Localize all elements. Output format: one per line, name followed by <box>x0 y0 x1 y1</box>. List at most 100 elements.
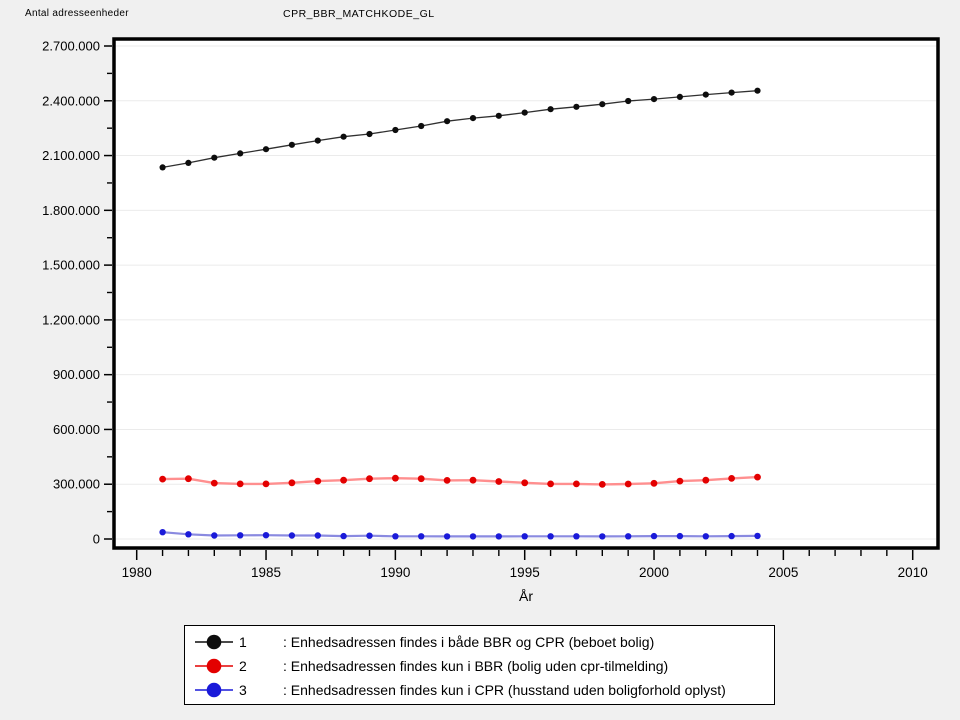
y-tick-label: 600.000 <box>53 422 100 437</box>
series-1-line <box>162 90 758 169</box>
y-tick-label: 2.700.000 <box>42 39 100 54</box>
series-1-point <box>754 87 761 94</box>
series-2-point <box>754 473 761 481</box>
series-3-point <box>366 532 373 539</box>
series-2-point <box>521 479 529 487</box>
series-3-point <box>521 533 528 540</box>
series-1-point <box>185 159 192 166</box>
legend-series-label: : Enhedsadressen findes kun i BBR (bolig… <box>283 658 669 674</box>
legend-row-series-3: 3 : Enhedsadressen findes kun i CPR (hus… <box>185 678 774 702</box>
series-2-point <box>392 474 399 482</box>
y-axis: 0 300.000 600.000 900.000 1.200.000 1.500.000… <box>42 39 112 547</box>
series-1-point <box>237 150 244 157</box>
series-3-point <box>443 533 451 540</box>
series-1-point <box>262 146 270 153</box>
series-3-point <box>573 533 580 540</box>
y-axis-corner-label: Antal adresseenheder <box>25 8 129 19</box>
series-2-marker-icon <box>195 658 233 674</box>
series-2-point <box>495 478 503 485</box>
series-3 <box>159 529 761 540</box>
series-3-point <box>728 532 735 540</box>
y-tick-label: 1.800.000 <box>42 203 100 218</box>
series-1-point <box>599 101 606 108</box>
series-2-point <box>185 475 192 483</box>
series-3-marker-icon <box>195 682 233 698</box>
legend-row-series-1: 1 : Enhedsadressen findes i både BBR og … <box>185 630 774 654</box>
x-tick-label: 2010 <box>898 565 928 580</box>
series-3-point <box>262 532 270 539</box>
series-2-point <box>210 479 218 487</box>
y-tick-label: 2.100.000 <box>42 148 100 163</box>
series-2-point <box>728 475 735 482</box>
x-tick-label: 2005 <box>768 565 798 580</box>
x-tick-label: 1990 <box>380 565 410 580</box>
series-3-point <box>340 532 347 540</box>
legend-box: 1 : Enhedsadressen findes i både BBR og … <box>184 625 775 705</box>
series-2-point <box>288 479 296 487</box>
series-3-point <box>288 532 296 539</box>
series-3-point <box>702 533 709 540</box>
series-2-point <box>236 480 244 488</box>
series-3-point <box>625 533 632 540</box>
series-3-point <box>650 532 658 540</box>
x-tick-label: 2000 <box>639 565 669 580</box>
series-3-line <box>162 531 758 538</box>
series-2-point <box>417 475 425 483</box>
series-1-point <box>444 118 451 125</box>
series-1-point <box>418 122 425 130</box>
series-3-point <box>469 533 477 540</box>
series-3-point <box>237 532 244 539</box>
y-tick-label: 0 <box>93 532 100 547</box>
series-2-line <box>162 475 758 486</box>
series-1-point <box>340 133 347 140</box>
y-tick-label: 2.400.000 <box>42 93 100 108</box>
legend-series-label: : Enhedsadressen findes i både BBR og CP… <box>283 634 655 650</box>
y-tick-label: 300.000 <box>53 477 100 492</box>
series-2-point <box>314 477 322 485</box>
series-3-point <box>599 533 606 540</box>
series-1-point <box>495 112 502 119</box>
series-3-point <box>418 533 425 540</box>
series-2-point <box>676 477 684 485</box>
series-3-point <box>314 532 321 539</box>
series-1-point <box>392 126 399 134</box>
chart-title: CPR_BBR_MATCHKODE_GL <box>283 8 435 20</box>
series-1-point <box>159 164 166 171</box>
series-3-point <box>211 532 218 539</box>
series-1-point <box>728 89 735 96</box>
series-1 <box>159 87 761 171</box>
legend-row-series-2: 2 : Enhedsadressen findes kun i BBR (bol… <box>185 654 774 678</box>
series-2-point <box>366 475 373 483</box>
series-2-point <box>598 481 606 488</box>
series-3-point <box>495 533 502 540</box>
series-1-point <box>676 93 684 100</box>
legend-series-number: 2 <box>239 658 247 674</box>
y-tick-label: 1.200.000 <box>42 312 100 327</box>
series-1-point <box>702 91 709 98</box>
x-axis: 1980 1985 1990 1995 2000 2005 2010 <box>122 550 928 580</box>
series-1-point <box>521 109 528 116</box>
series-3-point <box>185 531 192 538</box>
y-tick-label: 900.000 <box>53 367 100 382</box>
x-tick-label: 1980 <box>122 565 152 580</box>
series-1-point <box>469 115 477 122</box>
series-2 <box>159 473 761 488</box>
series-1-point <box>366 130 373 138</box>
series-2-point <box>624 480 632 488</box>
plot-background <box>114 39 938 548</box>
series-2-point <box>262 480 270 488</box>
y-tick-label: 1.500.000 <box>42 258 100 273</box>
series-1-point <box>211 154 218 161</box>
series-2-point <box>469 476 477 484</box>
legend-series-number: 1 <box>239 634 247 650</box>
series-1-point <box>314 137 321 144</box>
series-1-point <box>650 96 658 103</box>
series-2-point <box>650 479 658 487</box>
series-1-point <box>573 103 580 110</box>
series-3-point <box>547 533 554 540</box>
series-3-point <box>754 532 761 540</box>
legend-series-label: : Enhedsadressen findes kun i CPR (husst… <box>283 682 726 698</box>
legend-series-number: 3 <box>239 682 247 698</box>
